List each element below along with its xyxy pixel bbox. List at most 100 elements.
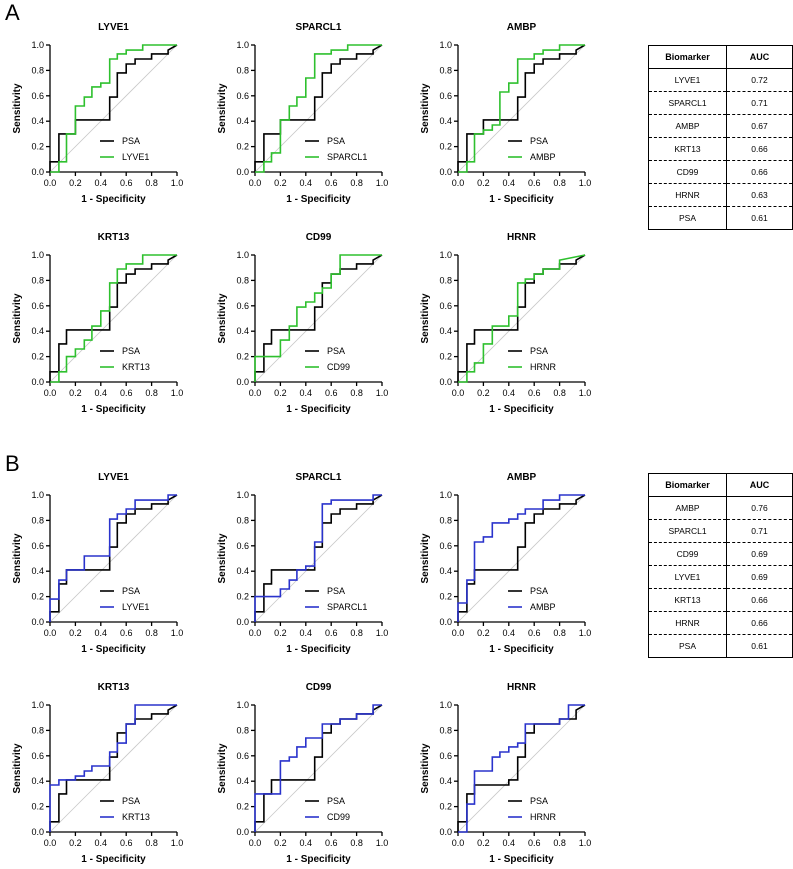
x-axis-label: 1 - Specificity [489, 644, 554, 655]
y-tick-label: 0.2 [236, 592, 249, 602]
x-tick-label: 0.2 [69, 388, 82, 398]
x-tick-label: 1.0 [376, 838, 389, 848]
chart-title: HRNR [507, 682, 537, 693]
biomarker-cell: KRT13 [648, 588, 727, 612]
x-tick-label: 0.8 [350, 838, 363, 848]
roc-curve-hrnr [458, 704, 585, 833]
legend-label-psa: PSA [122, 796, 140, 806]
x-tick-label: 1.0 [579, 628, 592, 638]
y-tick-label: 0.8 [31, 725, 44, 735]
x-tick-label: 0.0 [44, 178, 57, 188]
x-tick-label: 0.0 [452, 178, 465, 188]
legend-label-psa: PSA [122, 346, 140, 356]
x-axis-label: 1 - Specificity [81, 854, 146, 865]
x-axis-label: 1 - Specificity [489, 854, 554, 865]
y-tick-label: 0.6 [236, 751, 249, 761]
x-tick-label: 1.0 [171, 388, 184, 398]
x-tick-label: 0.2 [274, 388, 287, 398]
x-tick-label: 0.0 [44, 628, 57, 638]
roc-curve-sparcl1 [255, 44, 382, 173]
x-tick-label: 0.6 [120, 838, 133, 848]
y-tick-label: 0.2 [439, 802, 452, 812]
legend-label-psa: PSA [327, 136, 345, 146]
y-tick-label: 0.8 [31, 65, 44, 75]
y-tick-label: 0.6 [439, 91, 452, 101]
y-tick-label: 0.4 [439, 776, 452, 786]
chart-title: AMBP [507, 472, 537, 483]
x-tick-label: 0.8 [350, 388, 363, 398]
y-tick-label: 0.4 [236, 116, 249, 126]
x-axis-label: 1 - Specificity [286, 194, 351, 205]
table-row: KRT13 0.66 [648, 588, 793, 612]
x-tick-label: 0.4 [503, 178, 516, 188]
y-axis-label: Sensitivity [420, 293, 431, 343]
y-tick-label: 0.4 [236, 566, 249, 576]
roc-curve-psa [49, 44, 178, 172]
legend-label-psa: PSA [122, 586, 140, 596]
y-tick-label: 0.4 [31, 776, 44, 786]
table-header-biomarker: Biomarker [648, 45, 727, 69]
x-tick-label: 0.6 [325, 388, 338, 398]
y-axis-label: Sensitivity [420, 533, 431, 583]
roc-curve-hrnr [458, 254, 586, 383]
x-tick-label: 0.6 [528, 628, 541, 638]
x-tick-label: 0.4 [95, 628, 108, 638]
x-tick-label: 0.4 [300, 388, 313, 398]
y-axis-label: Sensitivity [12, 743, 23, 793]
legend-label-sparcl1: SPARCL1 [327, 602, 367, 612]
legend-label-ambp: AMBP [530, 602, 556, 612]
x-axis-label: 1 - Specificity [286, 404, 351, 415]
y-axis-label: Sensitivity [420, 83, 431, 133]
reference-diagonal [457, 494, 586, 623]
y-tick-label: 0.4 [31, 326, 44, 336]
chart-title: LYVE1 [98, 22, 129, 33]
biomarker-cell: LYVE1 [648, 68, 727, 92]
chart-title: KRT13 [98, 232, 130, 243]
y-tick-label: 1.0 [439, 40, 452, 50]
chart-title: HRNR [507, 232, 537, 243]
y-tick-label: 0.6 [31, 541, 44, 551]
reference-diagonal [457, 44, 586, 173]
legend-label-lyve1: LYVE1 [122, 602, 149, 612]
reference-diagonal [254, 44, 383, 173]
reference-diagonal [457, 704, 586, 833]
x-tick-label: 0.6 [528, 838, 541, 848]
auc-table-a: Biomarker AUC LYVE1 0.72 SPARCL1 0.71 AMBP… [648, 45, 793, 230]
biomarker-cell: LYVE1 [648, 565, 727, 589]
roc-chart-b-hrnr: HRNR 0.00.0 0.2 0.2 0.4 0.4 0.6 0.6 0.8 0.8 1.0 1.0… [420, 682, 591, 865]
roc-curve-cd99 [254, 704, 382, 832]
y-axis-label: Sensitivity [217, 743, 228, 793]
reference-diagonal [457, 254, 586, 383]
x-tick-label: 0.6 [325, 178, 338, 188]
auc-cell: 0.63 [726, 183, 793, 207]
biomarker-cell: HRNR [648, 611, 727, 635]
x-tick-label: 0.4 [300, 838, 313, 848]
legend-label-krt13: KRT13 [122, 812, 150, 822]
y-tick-label: 0.6 [236, 91, 249, 101]
roc-chart-b-lyve1: LYVE1 0.00.0 0.2 0.2 0.4 0.4 0.6 0.6 0.8 0.8 1.0 1.… [12, 472, 183, 655]
biomarker-cell: SPARCL1 [648, 91, 727, 115]
x-tick-label: 0.8 [145, 838, 158, 848]
legend-label-cd99: CD99 [327, 812, 350, 822]
x-tick-label: 1.0 [171, 178, 184, 188]
y-tick-label: 0.0 [439, 617, 452, 627]
y-tick-label: 1.0 [439, 700, 452, 710]
roc-chart-b-ambp: AMBP 0.00.0 0.2 0.2 0.4 0.4 0.6 0.6 0.8 0.8 1.0 1.0… [420, 472, 591, 655]
biomarker-cell: SPARCL1 [648, 519, 727, 543]
reference-diagonal [49, 44, 178, 173]
y-tick-label: 0.2 [439, 352, 452, 362]
legend-label-psa: PSA [530, 136, 548, 146]
y-tick-label: 0.6 [31, 751, 44, 761]
table-row: LYVE1 0.69 [648, 565, 793, 589]
y-tick-label: 0.6 [31, 91, 44, 101]
x-tick-label: 0.8 [145, 178, 158, 188]
auc-cell: 0.69 [726, 542, 793, 566]
biomarker-cell: PSA [648, 206, 727, 230]
y-axis-label: Sensitivity [217, 293, 228, 343]
y-tick-label: 1.0 [439, 250, 452, 260]
auc-cell: 0.72 [726, 68, 793, 92]
y-tick-label: 0.4 [236, 326, 249, 336]
roc-chart-a-krt13: KRT13 0.00.0 0.2 0.2 0.4 0.4 0.6 0.6 0.8 0.8 1.0 1.… [12, 232, 183, 415]
x-tick-label: 0.4 [503, 388, 516, 398]
